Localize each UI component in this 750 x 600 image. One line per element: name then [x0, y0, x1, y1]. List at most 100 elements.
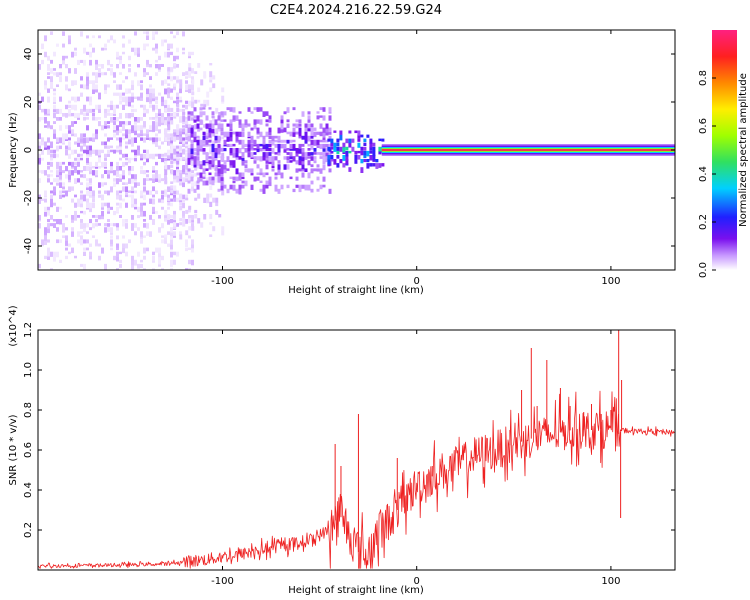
spectrogram-cell [363, 150, 367, 156]
spectrogram-cell [193, 115, 197, 119]
spectrogram-cell [143, 137, 146, 143]
spectrogram-cell [74, 202, 77, 208]
spectrogram-cell [74, 149, 77, 154]
spectrogram-cell [182, 182, 185, 188]
spectrogram-cell [116, 125, 119, 131]
spectrogram-cell [140, 202, 143, 207]
spectrogram-cell [325, 131, 329, 136]
spectrogram-cell [146, 129, 149, 135]
spectrogram-cell [214, 168, 218, 171]
spectrogram-cell [116, 194, 119, 200]
spectrogram-cell [149, 84, 152, 88]
spectrogram-cell [140, 129, 143, 135]
spectrogram-cell [256, 156, 260, 161]
spectrogram-cell [327, 146, 331, 151]
spectrogram-cell [310, 156, 314, 161]
spectrogram-cell [149, 190, 152, 196]
spectrogram-cell [182, 120, 186, 124]
spectrogram-cell [140, 166, 143, 170]
spectrogram-cell [170, 51, 173, 56]
spectrogram-cell [44, 35, 47, 42]
spectrogram-cell [277, 127, 281, 134]
spectrogram-cell [146, 137, 149, 140]
spectrogram-cell [221, 152, 225, 158]
spectrogram-cell [176, 153, 179, 157]
spectrogram-cell [259, 131, 263, 138]
spectrogram-cell [298, 156, 302, 161]
spectrogram-cell [80, 198, 83, 204]
spectrogram-cell [259, 172, 263, 176]
spectrogram-cell [116, 251, 119, 257]
spectrogram-cell [101, 141, 104, 146]
spectrogram-cell [205, 180, 209, 186]
spectrogram-cell [188, 63, 192, 68]
spectrogram-cell [122, 80, 125, 83]
spectrogram-cell [143, 133, 146, 136]
spectrogram-cell [322, 115, 326, 121]
spectrogram-cell [357, 142, 361, 148]
spectrogram-cell [209, 71, 213, 78]
spectrogram-cell [56, 219, 59, 225]
spectrogram-cell [170, 185, 174, 189]
spectrogram-cell [211, 152, 215, 157]
spectrogram-cell [193, 135, 197, 142]
spectrogram-cell [56, 84, 59, 87]
spectrogram-cell [185, 71, 189, 76]
spectrogram-cell [212, 132, 216, 137]
spectrogram-cell [86, 223, 89, 228]
spectrogram-cell [313, 156, 317, 160]
spectrogram-cell [137, 251, 140, 257]
spectrogram-cell [89, 182, 92, 186]
spectrogram-cell [89, 108, 92, 113]
spectrogram-cell [116, 51, 119, 58]
spectrogram-cell [89, 227, 92, 231]
spectrogram-cell [212, 120, 216, 124]
spectrogram-cell [363, 155, 367, 159]
spectrogram-cell [188, 169, 192, 175]
spectrogram-cell [65, 255, 68, 260]
spectrogram-cell [235, 115, 239, 121]
spectrogram-cell [238, 139, 242, 145]
spectrogram-cell [188, 67, 192, 72]
spectrogram-cell [161, 121, 164, 126]
spectrogram-cell [259, 143, 263, 147]
spectrogram-cell [360, 134, 364, 138]
spectrogram-cell [83, 210, 86, 215]
spectrogram-cell [80, 239, 83, 246]
spectrogram-cell [191, 174, 194, 178]
spectrogram-cell [164, 117, 167, 123]
spectrogram-cell [173, 55, 176, 62]
spectrogram-cell [197, 87, 201, 92]
spectrogram-cell [119, 96, 122, 101]
spectrogram-cell [182, 125, 185, 128]
spectrogram-cell [86, 117, 89, 120]
spectrogram-cell [179, 116, 183, 120]
spectrogram-cell [107, 223, 110, 227]
spectrogram-cell [50, 202, 53, 208]
spectrogram-cell [212, 197, 216, 203]
spectrogram-cell [137, 227, 140, 231]
spectrogram-cell [83, 117, 86, 121]
spectrogram-cell [71, 215, 74, 220]
spectrogram-cell [65, 227, 68, 231]
spectrogram-cell [280, 143, 284, 149]
spectrogram-cell [155, 178, 158, 182]
spectrogram-cell [152, 31, 155, 38]
spectrogram-cell [86, 137, 89, 143]
spectrogram-cell [295, 160, 299, 165]
spectrogram-cell [56, 206, 59, 212]
spectrogram-cell [262, 143, 266, 150]
spectrogram-cell [152, 170, 155, 173]
spectrogram-cell [83, 59, 86, 66]
spectrogram-cell [59, 206, 62, 210]
spectrogram-cell [50, 125, 53, 130]
spectrogram-y-label: Frequency (Hz) [8, 112, 19, 188]
spectrogram-cell [319, 139, 323, 143]
spectrogram-cell [277, 168, 281, 175]
spectrogram-cell [301, 148, 305, 153]
spectrogram-cell [333, 142, 337, 148]
spectrogram-cell [170, 161, 174, 165]
spectrogram-cell [223, 160, 227, 166]
spectrogram-cell [86, 72, 89, 77]
spectrogram-cell [98, 92, 101, 99]
